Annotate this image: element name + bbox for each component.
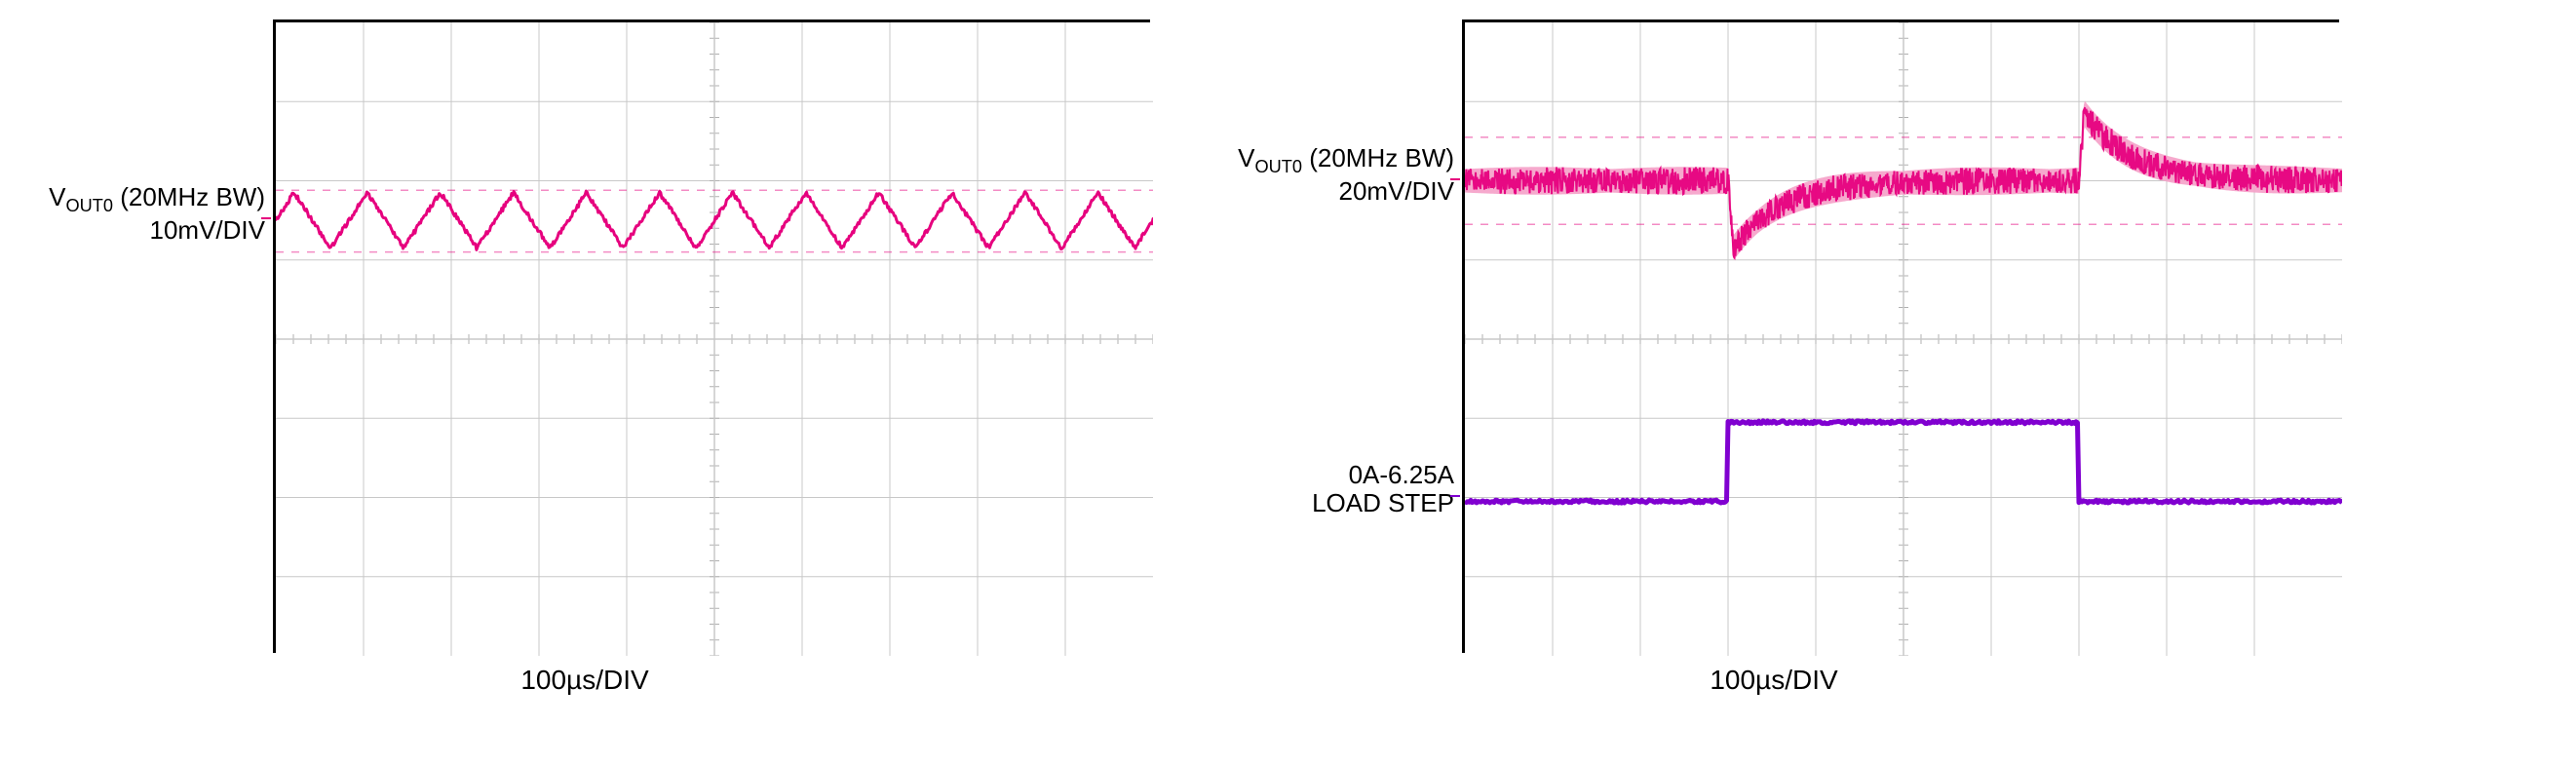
transient-scope-row: VOUT0 (20MHz BW) 20mV/DIV 0A-6.25A LOAD …: [1209, 19, 2339, 653]
transient-ch1-marker: [1450, 178, 1460, 180]
ripple-svg: [276, 22, 1153, 656]
ripple-ch1-label: VOUT0 (20MHz BW) 10mV/DIV: [49, 183, 265, 246]
transient-scope-panel: VOUT0 (20MHz BW) 20mV/DIV 0A-6.25A LOAD …: [1209, 19, 2339, 696]
ripple-ch1-line2: 10mV/DIV: [49, 216, 265, 246]
transient-ch2-marker: [1450, 495, 1460, 497]
ripple-label-column: VOUT0 (20MHz BW) 10mV/DIV: [19, 19, 273, 653]
transient-ch1-line2: 20mV/DIV: [1238, 177, 1454, 207]
ripple-scope-panel: VOUT0 (20MHz BW) 10mV/DIV 100µs/DIV: [19, 19, 1150, 696]
transient-ch1-line1: VOUT0 (20MHz BW): [1238, 144, 1454, 177]
transient-svg: [1465, 22, 2342, 656]
transient-ch1-label: VOUT0 (20MHz BW) 20mV/DIV: [1238, 144, 1454, 207]
ripple-x-label: 100µs/DIV: [520, 665, 648, 696]
transient-ch2-line2: LOAD STEP: [1312, 489, 1454, 518]
ripple-scope-row: VOUT0 (20MHz BW) 10mV/DIV: [19, 19, 1150, 653]
transient-ch2-label: 0A-6.25A LOAD STEP: [1312, 461, 1454, 519]
transient-ch2-line1: 0A-6.25A: [1312, 461, 1454, 490]
ripple-ch1-line1: VOUT0 (20MHz BW): [49, 183, 265, 216]
transient-label-column: VOUT0 (20MHz BW) 20mV/DIV 0A-6.25A LOAD …: [1209, 19, 1462, 653]
ripple-ch1-marker: [261, 217, 271, 219]
transient-scope-screen: [1462, 19, 2339, 653]
transient-x-label: 100µs/DIV: [1710, 665, 1837, 696]
ripple-scope-screen: [273, 19, 1150, 653]
